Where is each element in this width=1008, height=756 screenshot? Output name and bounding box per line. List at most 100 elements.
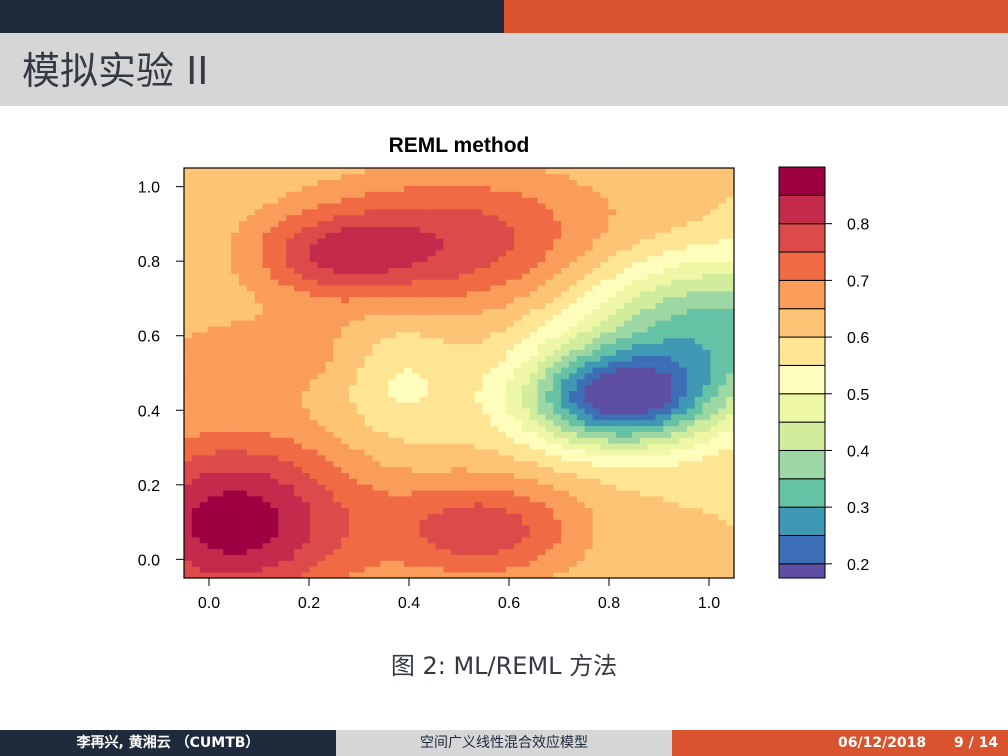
heatmap-cell <box>309 226 318 233</box>
heatmap-cell <box>639 302 648 309</box>
heatmap-cell <box>325 513 334 520</box>
heatmap-cell <box>710 361 719 368</box>
heatmap-cell <box>537 572 546 579</box>
heatmap-cell <box>521 384 531 391</box>
heatmap-cell <box>199 361 208 368</box>
heatmap-cell <box>443 226 452 233</box>
heatmap-cell <box>663 179 672 186</box>
heatmap-cell <box>199 337 208 345</box>
heatmap-cell <box>679 478 688 485</box>
heatmap-cell <box>600 214 609 222</box>
heatmap-cell <box>286 209 295 216</box>
heatmap-cell <box>616 238 625 245</box>
heatmap-cell <box>364 296 373 304</box>
heatmap-cell <box>537 455 546 462</box>
heatmap-cell <box>584 501 593 509</box>
heatmap-cell <box>356 209 366 216</box>
heatmap-cell <box>592 238 601 245</box>
heatmap-cell <box>356 220 366 227</box>
heatmap-cell <box>466 478 476 485</box>
heatmap-cell <box>514 244 523 251</box>
heatmap-cell <box>404 466 413 473</box>
heatmap-cell <box>411 425 421 432</box>
heatmap-cell <box>718 560 727 567</box>
heatmap-cell <box>655 332 664 339</box>
heatmap-cell <box>215 203 224 210</box>
heatmap-cell <box>647 525 656 532</box>
heatmap-cell <box>718 238 727 245</box>
heatmap-cell <box>537 548 546 555</box>
heatmap-cell <box>569 408 578 415</box>
heatmap-cell <box>254 408 263 415</box>
heatmap-cell <box>246 279 256 286</box>
heatmap-cell <box>388 437 397 444</box>
heatmap-cell <box>404 373 413 380</box>
heatmap-cell <box>466 384 476 391</box>
heatmap-cell <box>631 478 641 485</box>
heatmap-cell <box>561 513 570 520</box>
heatmap-cell <box>246 232 256 239</box>
heatmap-cell <box>443 296 452 304</box>
heatmap-cell <box>199 308 208 315</box>
heatmap-cell <box>514 537 523 544</box>
heatmap-cell <box>624 332 633 339</box>
heatmap-cell <box>325 519 334 526</box>
heatmap-cell <box>616 408 625 415</box>
heatmap-cell <box>231 197 240 204</box>
heatmap-cell <box>545 554 554 561</box>
heatmap-cell <box>663 214 672 222</box>
heatmap-cell <box>333 531 342 538</box>
heatmap-cell <box>569 419 578 427</box>
heatmap-cell <box>584 408 593 415</box>
heatmap-cell <box>349 531 358 538</box>
heatmap-cell <box>710 209 719 216</box>
heatmap-cell <box>537 214 546 222</box>
heatmap-cell <box>608 484 617 491</box>
heatmap-cell <box>349 308 358 315</box>
heatmap-cell <box>702 343 711 350</box>
heatmap-cell <box>294 173 303 181</box>
heatmap-cell <box>616 203 625 210</box>
heatmap-cell <box>341 320 350 327</box>
heatmap-cell <box>396 414 405 421</box>
heatmap-cell <box>372 238 381 245</box>
heatmap-cell <box>561 519 570 526</box>
heatmap-cell <box>726 408 735 415</box>
heatmap-cell <box>184 279 193 286</box>
heatmap-cell <box>490 302 499 309</box>
heatmap-cell <box>592 519 601 526</box>
footer: 李再兴, 黄湘云 （CUMTB） 空间广义线性混合效应模型 06/12/2018… <box>0 730 1008 756</box>
heatmap-cell <box>608 443 617 450</box>
heatmap-cell <box>246 572 256 579</box>
heatmap-cell <box>537 513 546 520</box>
heatmap-cell <box>199 496 208 503</box>
heatmap-cell <box>647 279 656 286</box>
heatmap-cell <box>647 449 656 456</box>
heatmap-cell <box>356 185 366 192</box>
heatmap-cell <box>647 460 656 468</box>
heatmap-cell <box>262 255 271 263</box>
heatmap-cell <box>616 572 625 579</box>
heatmap-cell <box>663 384 672 391</box>
heatmap-cell <box>364 185 373 192</box>
heatmap-cell <box>396 431 405 438</box>
heatmap-cell <box>608 343 617 350</box>
heatmap-cell <box>223 314 232 321</box>
heatmap-cell <box>679 402 688 409</box>
heatmap-cell <box>561 250 570 257</box>
heatmap-cell <box>702 367 711 374</box>
heatmap-cell <box>671 560 680 567</box>
heatmap-cell <box>592 255 601 263</box>
heatmap-cell <box>459 390 468 397</box>
heatmap-cell <box>435 296 444 304</box>
heatmap-cell <box>254 302 263 309</box>
heatmap-cell <box>325 525 334 532</box>
heatmap-cell <box>600 513 609 520</box>
heatmap-cell <box>301 285 311 292</box>
heatmap-cell <box>608 296 617 304</box>
heatmap-cell <box>702 220 711 227</box>
heatmap-cell <box>262 531 271 538</box>
heatmap-cell <box>199 326 208 333</box>
heatmap-cell <box>270 355 279 362</box>
heatmap-cell <box>404 214 413 222</box>
